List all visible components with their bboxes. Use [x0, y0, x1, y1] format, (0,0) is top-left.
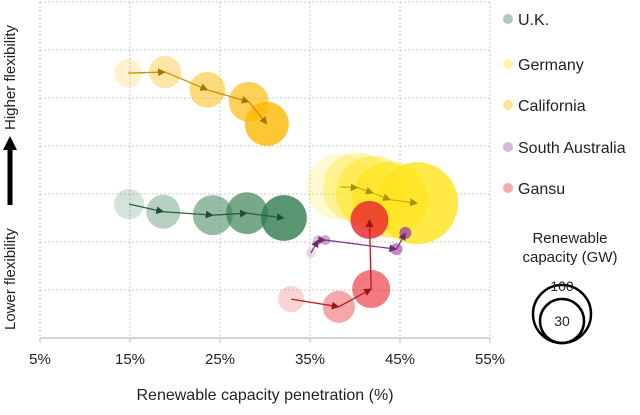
size-legend-title-1: Renewable	[532, 230, 607, 247]
legend-label: California	[518, 98, 586, 115]
trajectory-arrow	[310, 239, 319, 254]
size-legend-label-small: 30	[554, 313, 570, 329]
legend-marker	[503, 59, 513, 69]
trajectory-arrow	[128, 203, 165, 215]
size-legend-title-2: capacity (GW)	[522, 249, 617, 266]
flexibility-arrow-icon	[3, 136, 17, 205]
legend-marker	[503, 142, 513, 152]
trajectory-arrow	[357, 187, 374, 195]
trajectory-arrow	[163, 210, 214, 219]
x-tick-label: 25%	[205, 351, 235, 368]
bubble-u-k-	[260, 195, 307, 241]
x-tick-label: 5%	[29, 351, 51, 368]
y-label-bottom: Lower flexibility	[2, 228, 19, 330]
x-tick-label: 35%	[295, 351, 325, 368]
trajectory-arrow	[339, 183, 359, 192]
bubbles	[114, 55, 459, 323]
legend-label: Gansu	[518, 181, 565, 198]
trajectory-arrow	[365, 219, 374, 290]
trajectory-arrows	[128, 68, 418, 310]
legend-label: Germany	[518, 57, 584, 74]
trajectory-arrow	[290, 298, 340, 310]
bubble-south-australia	[305, 248, 316, 259]
x-tick-label: 15%	[115, 351, 145, 368]
trajectory-arrow	[325, 239, 398, 253]
legend-marker	[503, 183, 513, 193]
trajectory-arrow	[338, 288, 372, 308]
legend-marker	[503, 100, 513, 110]
trajectory-arrow	[207, 89, 250, 104]
trajectory-arrow	[164, 71, 209, 91]
trajectory-arrow	[246, 212, 285, 221]
legend-label: U.K.	[518, 12, 549, 29]
legend-label: South Australia	[518, 140, 626, 157]
x-tick-labels: 5% 15% 25% 35% 45% 55%	[29, 351, 505, 368]
legend: U.K. Germany California South Australia Gans…	[503, 12, 626, 198]
size-legend-circle-small	[538, 297, 586, 345]
trajectory-arrow	[128, 68, 166, 77]
trajectory-arrow	[212, 209, 248, 218]
bubble-gansu	[277, 285, 305, 313]
legend-marker	[503, 14, 513, 24]
y-label-top: Higher flexibility	[2, 24, 19, 130]
size-legend: Renewable capacity (GW) 100 30	[522, 230, 618, 345]
x-axis-label: Renewable capacity penetration (%)	[136, 387, 393, 404]
trajectory-arrow	[390, 198, 418, 207]
x-tick-label: 45%	[385, 351, 415, 368]
trajectory-arrow	[248, 101, 268, 125]
size-legend-label-large: 100	[550, 278, 574, 294]
trajectory-arrow	[372, 192, 391, 201]
trajectory-arrow	[395, 232, 406, 250]
x-tick-label: 55%	[475, 351, 505, 368]
